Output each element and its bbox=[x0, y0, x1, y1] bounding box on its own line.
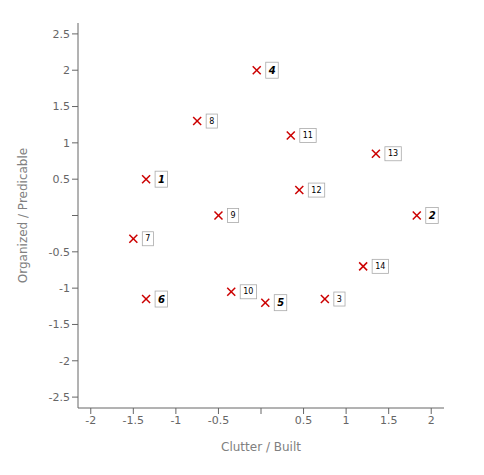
svg-text:8: 8 bbox=[209, 117, 214, 126]
svg-text:1.5: 1.5 bbox=[380, 414, 398, 427]
svg-text:12: 12 bbox=[311, 186, 321, 195]
svg-text:2: 2 bbox=[428, 414, 435, 427]
svg-text:-2: -2 bbox=[59, 355, 70, 368]
svg-text:Organized / Predicable: Organized / Predicable bbox=[16, 148, 30, 283]
svg-text:1: 1 bbox=[158, 174, 165, 185]
svg-text:-1.5: -1.5 bbox=[123, 414, 144, 427]
svg-text:0.5: 0.5 bbox=[295, 414, 313, 427]
svg-text:1.5: 1.5 bbox=[53, 100, 71, 113]
svg-text:3: 3 bbox=[337, 295, 342, 304]
svg-text:4: 4 bbox=[268, 65, 276, 76]
svg-text:10: 10 bbox=[243, 287, 253, 296]
svg-text:1: 1 bbox=[63, 137, 70, 150]
svg-text:11: 11 bbox=[303, 131, 313, 140]
svg-text:2: 2 bbox=[429, 210, 436, 221]
svg-text:5: 5 bbox=[277, 297, 284, 308]
svg-text:7: 7 bbox=[145, 234, 150, 243]
svg-text:-2: -2 bbox=[85, 414, 96, 427]
svg-text:2: 2 bbox=[63, 64, 70, 77]
svg-text:-0.5: -0.5 bbox=[208, 414, 229, 427]
svg-text:2.5: 2.5 bbox=[53, 28, 71, 41]
svg-text:13: 13 bbox=[388, 149, 398, 158]
svg-text:-1.5: -1.5 bbox=[49, 318, 70, 331]
svg-text:Clutter / Built: Clutter / Built bbox=[221, 440, 301, 454]
svg-text:-0.5: -0.5 bbox=[49, 246, 70, 259]
svg-text:14: 14 bbox=[375, 262, 385, 271]
svg-text:-1: -1 bbox=[170, 414, 181, 427]
svg-text:1: 1 bbox=[343, 414, 350, 427]
svg-text:6: 6 bbox=[158, 294, 165, 305]
svg-text:0.5: 0.5 bbox=[53, 173, 71, 186]
svg-text:9: 9 bbox=[230, 211, 235, 220]
svg-text:-2.5: -2.5 bbox=[49, 391, 70, 404]
svg-text:-1: -1 bbox=[59, 282, 70, 295]
